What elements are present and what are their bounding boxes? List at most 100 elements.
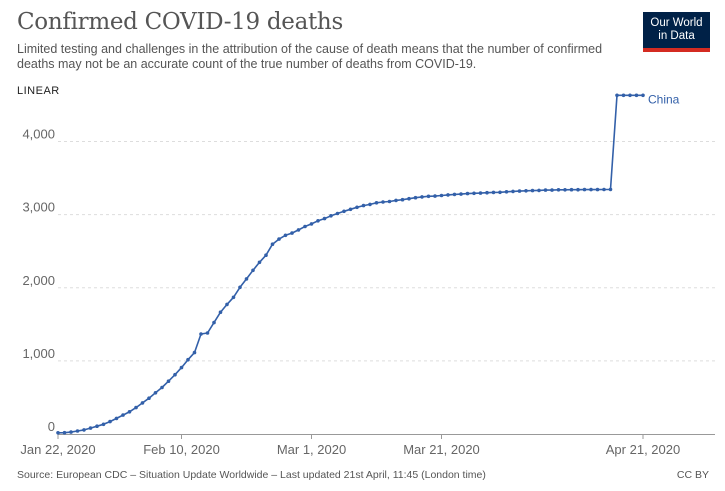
chart-subtitle: Limited testing and challenges in the at…: [17, 42, 603, 71]
data-point: [517, 189, 522, 193]
data-point: [283, 233, 288, 238]
data-point: [569, 187, 574, 192]
data-point: [543, 188, 548, 192]
logo-line-2: in Data: [658, 30, 695, 42]
data-point: [231, 295, 236, 300]
data-point: [88, 426, 93, 430]
data-point: [82, 428, 86, 432]
data-point: [173, 372, 177, 377]
data-point: [478, 191, 483, 195]
data-point: [537, 188, 541, 193]
x-tick-label: Jan 22, 2020: [20, 442, 95, 457]
data-point: [225, 302, 229, 307]
data-point: [134, 405, 138, 410]
data-point: [589, 187, 593, 192]
data-point: [556, 188, 561, 192]
data-point: [270, 242, 275, 246]
data-point: [530, 188, 535, 193]
chart-title: Confirmed COVID-19 deaths: [17, 9, 343, 35]
data-point: [641, 93, 645, 98]
data-point: [563, 188, 567, 192]
y-tick-label: 2,000: [22, 273, 55, 288]
data-point: [238, 285, 242, 290]
data-point: [75, 429, 80, 433]
data-point: [277, 237, 281, 241]
data-point: [309, 222, 314, 226]
data-point: [355, 205, 359, 210]
data-point: [472, 191, 476, 196]
data-point: [413, 195, 418, 200]
data-point: [459, 192, 463, 196]
data-point: [485, 190, 489, 195]
logo-line-1: Our World: [650, 17, 703, 29]
data-point: [465, 191, 470, 196]
data-point: [342, 209, 346, 214]
data-point: [303, 224, 307, 229]
data-point: [582, 187, 587, 192]
data-point: [316, 219, 320, 223]
source-note[interactable]: Source: European CDC – Situation Update …: [17, 469, 486, 481]
data-point: [504, 190, 509, 194]
data-point: [348, 207, 353, 212]
data-point: [69, 430, 73, 434]
data-point: [452, 192, 457, 197]
license-link[interactable]: CC BY: [676, 469, 709, 481]
data-point: [186, 357, 190, 362]
data-point: [602, 187, 606, 192]
data-point: [160, 385, 164, 390]
data-point: [329, 214, 333, 218]
data-point: [498, 190, 502, 195]
data-point: [387, 199, 392, 204]
data-point: [374, 201, 379, 205]
scale-toggle-button[interactable]: LINEAR: [17, 85, 60, 97]
data-point: [121, 413, 125, 417]
data-point: [439, 193, 444, 198]
data-point: [576, 187, 580, 192]
data-point: [290, 231, 294, 235]
y-tick-label: 4,000: [22, 127, 55, 142]
data-point: [511, 189, 515, 194]
data-point: [108, 419, 112, 424]
data-point: [153, 391, 158, 395]
data-point: [361, 203, 366, 208]
data-point: [296, 228, 301, 232]
data-point: [140, 401, 145, 405]
y-tick-label: 3,000: [22, 200, 55, 215]
data-point: [166, 379, 171, 384]
owid-logo[interactable]: Our World in Data: [643, 12, 710, 52]
x-tick-label: Apr 21, 2020: [606, 442, 680, 457]
data-point: [192, 350, 197, 355]
data-point: [251, 268, 255, 273]
data-point: [550, 188, 554, 192]
data-point: [62, 430, 67, 435]
data-point: [621, 93, 626, 98]
data-point: [218, 310, 223, 315]
series-line-china: [57, 94, 643, 434]
data-point: [95, 424, 99, 429]
data-point: [368, 202, 372, 207]
data-point: [524, 189, 528, 193]
data-point: [199, 332, 203, 336]
data-point: [400, 197, 405, 202]
y-tick-label: 0: [48, 419, 55, 434]
data-point: [101, 422, 106, 427]
data-point: [127, 410, 132, 414]
data-point: [407, 196, 411, 201]
data-point: [491, 190, 496, 195]
data-point: [264, 253, 268, 257]
series-label-china: China: [648, 92, 680, 106]
data-point: [335, 211, 340, 216]
data-point: [608, 187, 613, 192]
y-tick-label: 1,000: [22, 346, 55, 361]
data-point: [634, 93, 639, 98]
x-tick-label: Mar 1, 2020: [277, 442, 346, 457]
data-point: [114, 416, 119, 421]
data-point: [244, 277, 249, 281]
data-point: [420, 195, 424, 199]
data-point: [205, 331, 210, 335]
data-point: [179, 365, 184, 370]
data-point: [595, 187, 600, 192]
x-tick-label: Feb 10, 2020: [143, 442, 220, 457]
data-point: [628, 93, 632, 98]
